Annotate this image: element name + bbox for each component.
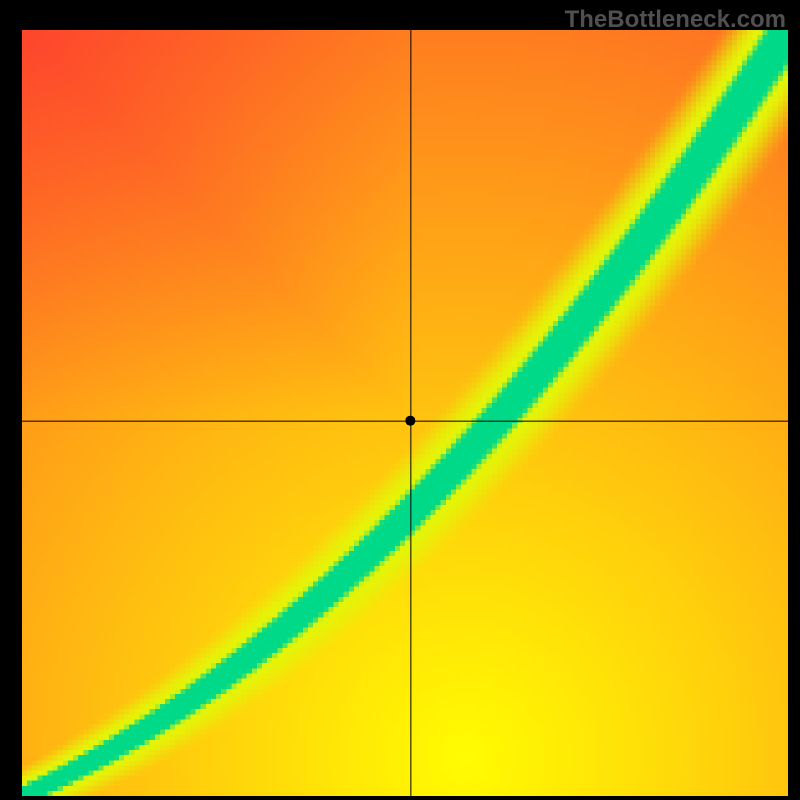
watermark-text: TheBottleneck.com xyxy=(565,6,786,34)
chart-container: TheBottleneck.com xyxy=(0,0,800,800)
heatmap-overlay xyxy=(0,0,800,800)
